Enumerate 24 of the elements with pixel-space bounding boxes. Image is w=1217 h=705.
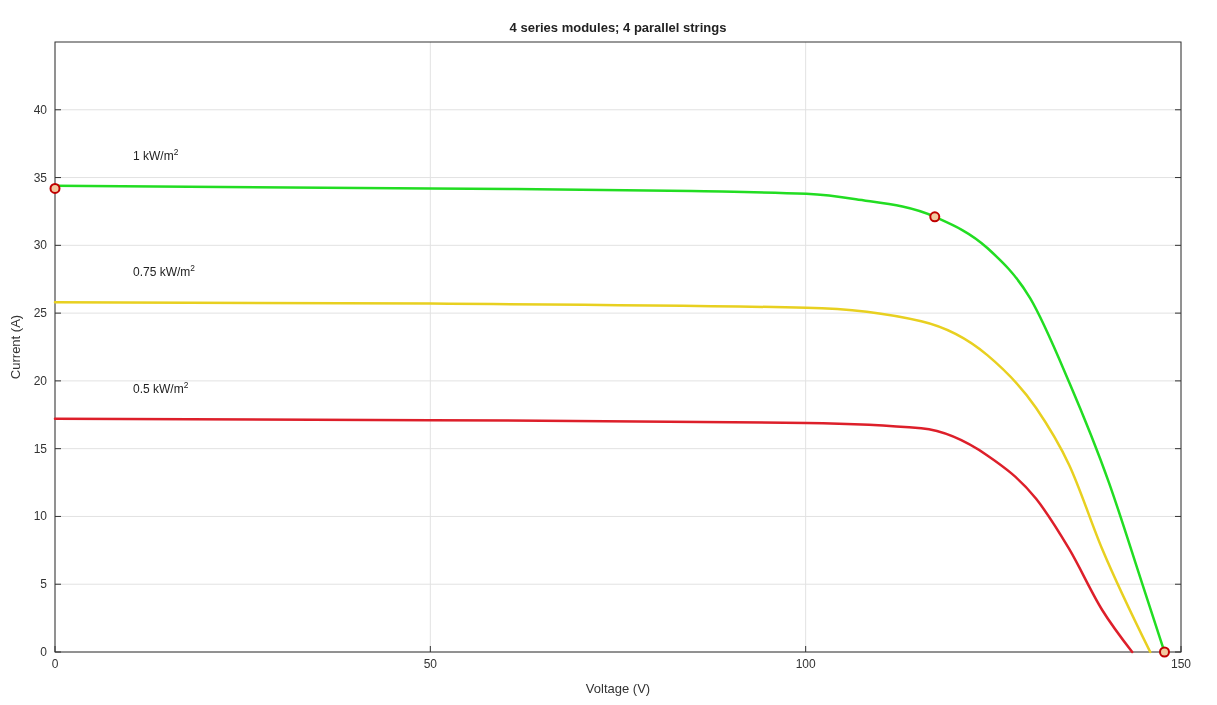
y-tick-label: 10	[33, 509, 48, 524]
series-label: 1 kW/m$^{2}$	[133, 146, 179, 163]
y-tick-label: 20	[33, 373, 48, 388]
point	[49, 182, 61, 194]
x-tick-label: 50	[423, 657, 438, 671]
line-series	[53, 417, 1134, 654]
line-series	[53, 301, 1152, 654]
y-axis-title: Current (A)	[8, 314, 23, 380]
series-label: 0.5 kW/m$^{2}$	[133, 379, 189, 396]
point	[929, 211, 941, 223]
y-tick-label: 15	[33, 441, 48, 456]
y-tick-label: 25	[33, 306, 48, 321]
chart-title: 4 series modules; 4 parallel strings	[509, 20, 727, 35]
x-tick-label: 150	[1170, 657, 1192, 671]
y-tick-label: 5	[40, 577, 48, 592]
y-tick-label: 40	[33, 102, 48, 117]
y-tick-label: 0	[40, 645, 48, 659]
series-label: 0.75 kW/m$^{2}$	[133, 263, 196, 280]
x-tick-label: 100	[795, 657, 816, 671]
point	[1158, 646, 1170, 658]
y-tick-label: 30	[33, 238, 48, 253]
y-tick-label: 35	[33, 170, 48, 185]
x-tick-label: 0	[51, 657, 59, 671]
x-axis-title: Voltage (V)	[585, 681, 651, 696]
